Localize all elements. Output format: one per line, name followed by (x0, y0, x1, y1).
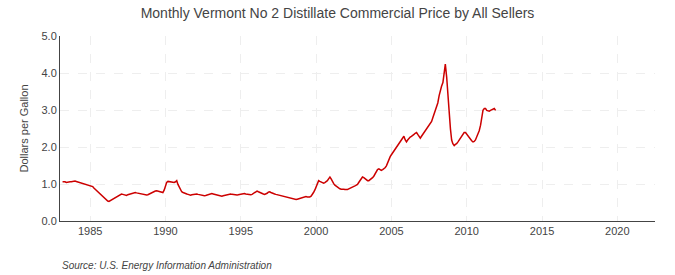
svg-text:2005: 2005 (379, 225, 403, 237)
svg-text:0.0: 0.0 (42, 215, 57, 227)
svg-text:2.0: 2.0 (42, 141, 57, 153)
svg-text:Dollars per Gallon: Dollars per Gallon (18, 84, 30, 172)
svg-text:2010: 2010 (454, 225, 478, 237)
svg-text:1985: 1985 (78, 225, 102, 237)
svg-text:2020: 2020 (605, 225, 629, 237)
svg-text:1990: 1990 (153, 225, 177, 237)
svg-text:2000: 2000 (304, 225, 328, 237)
svg-text:5.0: 5.0 (42, 30, 57, 42)
svg-text:4.0: 4.0 (42, 67, 57, 79)
svg-text:Source: U.S. Energy Informatio: Source: U.S. Energy Information Administ… (62, 260, 272, 271)
svg-text:2015: 2015 (530, 225, 554, 237)
svg-text:Monthly Vermont No 2 Distillat: Monthly Vermont No 2 Distillate Commerci… (141, 5, 535, 21)
svg-text:1.0: 1.0 (42, 178, 57, 190)
svg-text:3.0: 3.0 (42, 104, 57, 116)
svg-text:1995: 1995 (229, 225, 253, 237)
